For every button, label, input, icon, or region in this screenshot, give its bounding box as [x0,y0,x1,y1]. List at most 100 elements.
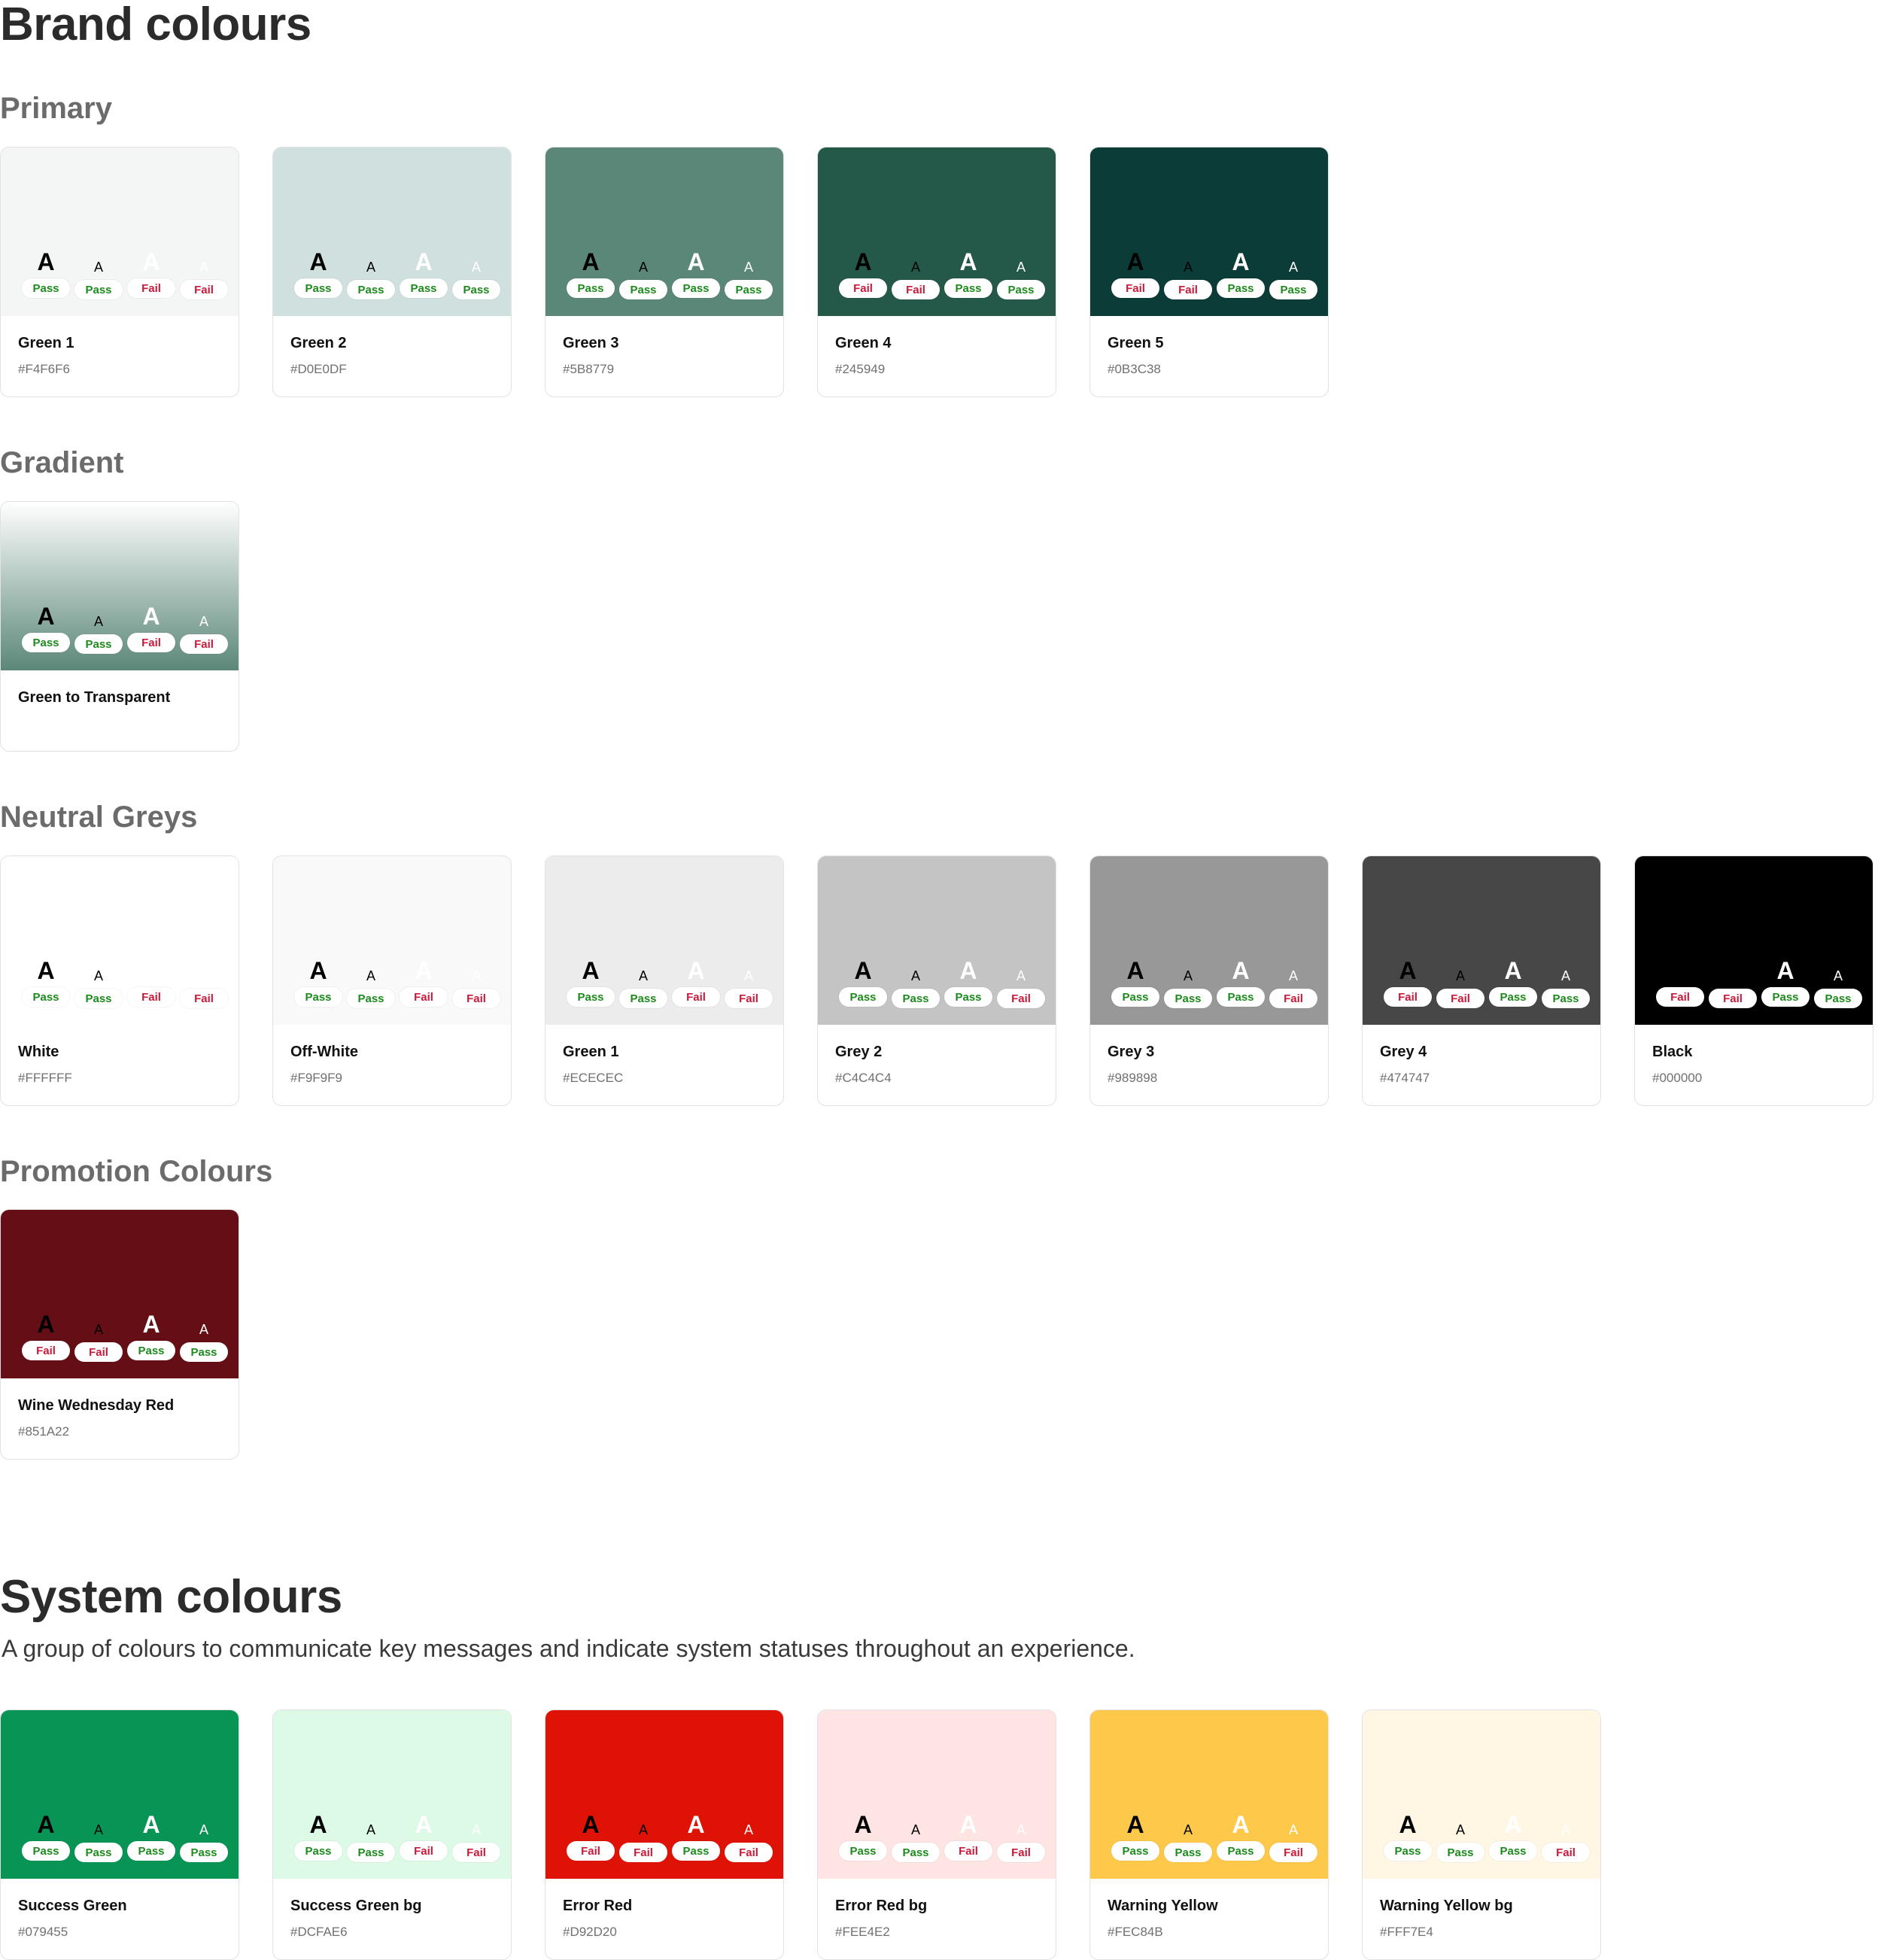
contrast-sample: A Fail [180,601,228,654]
small-black-text-sample: A [638,968,648,983]
contrast-result-badge: Fail [1709,989,1757,1008]
contrast-sample: A Fail [1709,956,1757,1008]
colour-name: Off-White [290,1044,358,1060]
contrast-sample: A Pass [839,956,887,1008]
small-white-text-sample: A [199,968,208,983]
colour-card: A Pass A Pass A Fail A Fail Green 1 #ECECEC [545,855,784,1106]
contrast-result-badge: Pass [127,1841,175,1861]
contrast-result-badge: Fail [1384,987,1432,1007]
system-card-row: A Pass A Pass A Pass A Pass Success Green #079455… [0,1709,1601,1960]
contrast-samples: A Fail A Fail A Pass A Pass [839,247,1045,299]
contrast-result-badge: Fail [672,987,720,1007]
contrast-result-badge: Pass [892,1843,940,1862]
colour-name: Error Red [563,1898,633,1914]
promotion-card-row: A Fail A Fail A Pass A Pass Wine Wednesday Red #8… [0,1209,239,1460]
colour-card: A Fail A Fail A Pass A Pass Green 5 #0B3C38 [1089,147,1329,397]
small-white-text-sample: A [1288,1822,1298,1837]
contrast-sample: A Pass [22,956,70,1008]
contrast-result-badge: Pass [1436,1843,1484,1862]
contrast-sample: A Fail [997,956,1045,1008]
small-white-text-sample: A [1016,1822,1026,1837]
contrast-sample: A Pass [839,1810,887,1862]
colour-swatch: A Pass A Pass A Fail A Fail [1,147,239,316]
small-black-text-sample: A [910,260,920,275]
small-white-text-sample: A [471,968,481,983]
small-white-text-sample: A [1560,968,1570,983]
contrast-sample: A Pass [74,956,123,1008]
contrast-result-badge: Pass [22,1841,70,1861]
system-colours-heading: System colours [0,1571,342,1623]
colour-name: Warning Yellow [1108,1898,1218,1914]
contrast-samples: A Pass A Pass A Fail A Fail [294,1810,500,1862]
contrast-sample: A Pass [347,956,395,1008]
large-white-text-sample: A [142,957,160,984]
colour-swatch: A Fail A Fail A Pass A Pass [1,1210,239,1378]
contrast-sample: A Pass [1436,1810,1484,1862]
contrast-sample: A Fail [22,1309,70,1362]
contrast-samples: A Pass A Pass A Pass A Pass [22,1810,228,1862]
contrast-result-badge: Pass [22,987,70,1007]
colour-card: A Pass A Pass A Pass A Fail Grey 3 #989898 [1089,855,1329,1106]
small-white-text-sample: A [471,1822,481,1837]
large-black-text-sample: A [309,248,327,275]
colour-name: Green 1 [563,1044,619,1060]
large-white-text-sample: A [1776,957,1794,984]
contrast-sample: A Fail [567,1810,615,1862]
contrast-result-badge: Fail [725,989,773,1008]
contrast-result-badge: Fail [452,1843,500,1862]
contrast-result-badge: Fail [619,1843,667,1862]
contrast-sample: A Pass [22,601,70,654]
colour-hex-code: #FEC84B [1108,1925,1163,1939]
colour-card: A Pass A Pass A Fail A Fail Success Green bg #DCF… [272,1709,512,1960]
contrast-sample: A Fail [1269,1810,1317,1862]
small-black-text-sample: A [638,260,648,275]
large-white-text-sample: A [1232,1811,1250,1838]
contrast-samples: A Pass A Pass A Pass A Fail [1111,956,1317,1008]
colour-swatch: A Pass A Pass A Fail A Fail [545,856,783,1025]
contrast-sample: A Fail [127,956,175,1008]
contrast-samples: A Fail A Fail A Pass A Fail [567,1810,773,1862]
contrast-result-badge: Fail [997,989,1045,1008]
contrast-result-badge: Pass [294,1841,342,1861]
contrast-sample: A Fail [892,247,940,299]
contrast-sample: A Pass [672,247,720,299]
contrast-result-badge: Pass [180,1843,228,1862]
colour-card: A Pass A Pass A Pass A Fail Grey 2 #C4C4C4 [817,855,1056,1106]
contrast-result-badge: Fail [127,633,175,652]
contrast-sample: A Fail [1111,247,1159,299]
colour-card: A Pass A Pass A Fail A Fail Green to Transparent [0,501,239,752]
contrast-result-badge: Fail [1269,1843,1317,1862]
colour-meta: Error Red #D92D20 [563,1898,632,1938]
contrast-result-badge: Fail [944,1841,992,1861]
contrast-sample: A Fail [1384,956,1432,1008]
contrast-sample: A Pass [1111,1810,1159,1862]
colour-swatch: A Fail A Fail A Pass A Pass [1635,856,1873,1025]
neutral-greys-heading: Neutral Greys [0,801,198,834]
contrast-sample: A Pass [1814,956,1862,1008]
promotion-colours-heading: Promotion Colours [0,1155,273,1188]
contrast-result-badge: Pass [567,278,615,298]
small-white-text-sample: A [471,260,481,275]
contrast-result-badge: Fail [1111,278,1159,298]
contrast-sample: A Pass [127,1309,175,1362]
colour-meta: Black #000000 [1652,1044,1702,1084]
colour-hex-code: #D0E0DF [290,362,347,376]
contrast-result-badge: Fail [400,987,448,1007]
small-white-text-sample: A [199,614,208,629]
contrast-sample: A Fail [944,1810,992,1862]
small-black-text-sample: A [1183,1822,1193,1837]
colour-swatch: A Pass A Pass A Pass A Pass [545,147,783,316]
small-white-text-sample: A [199,260,208,275]
contrast-result-badge: Pass [725,280,773,299]
contrast-sample: A Pass [74,247,123,299]
small-black-text-sample: A [366,260,375,275]
contrast-sample: A Pass [294,956,342,1008]
contrast-result-badge: Pass [1761,987,1810,1007]
contrast-samples: A Pass A Pass A Fail A Fail [294,956,500,1008]
colour-meta: Success Green #079455 [18,1898,127,1938]
contrast-result-badge: Pass [74,634,123,654]
contrast-result-badge: Fail [1269,989,1317,1008]
contrast-result-badge: Pass [997,280,1045,299]
colour-swatch: A Pass A Pass A Fail A Fail [1,502,239,670]
contrast-sample: A Pass [1489,956,1537,1008]
